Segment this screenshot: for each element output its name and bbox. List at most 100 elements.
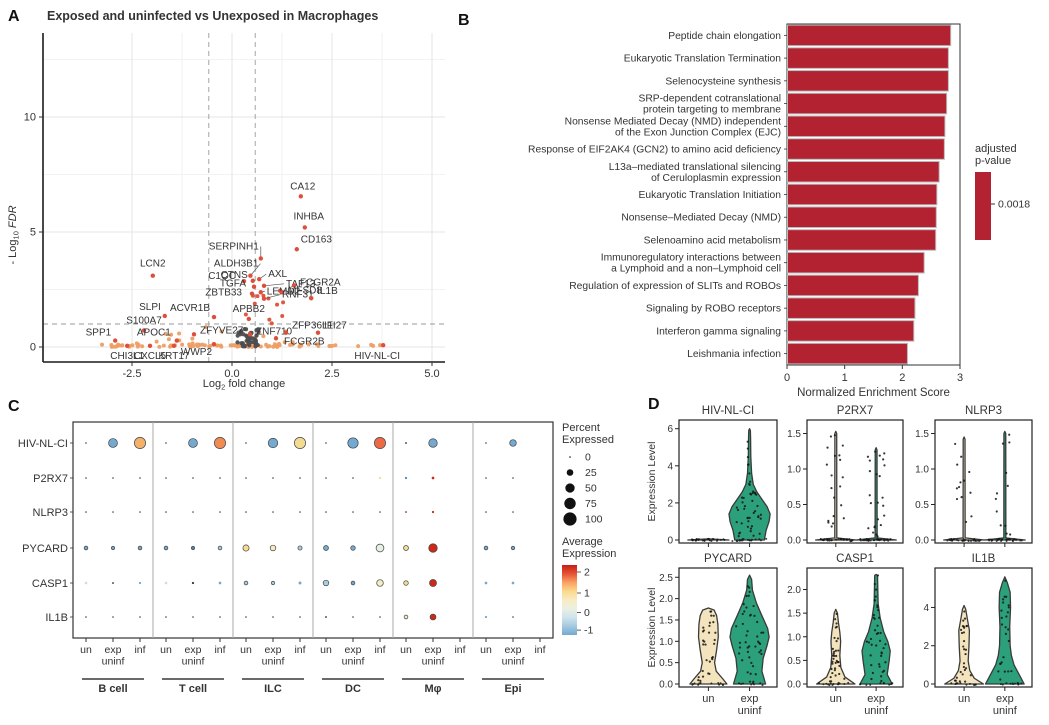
jitter-point [838,682,841,685]
jitter-point [1000,623,1004,626]
jitter-point [878,475,881,478]
jitter-point [822,539,825,542]
jitter-point [836,637,840,640]
gene-point [150,273,155,278]
x-tick-label: 2 [899,372,905,384]
jitter-point [842,538,845,541]
jitter-point [868,494,871,497]
condition-sub-label: uninf [102,656,125,668]
jitter-point [710,614,713,617]
data-point [238,329,244,334]
gene-point [291,283,297,288]
jitter-point [699,679,702,683]
expression-dot [297,545,303,551]
jitter-point [741,501,744,504]
violin-panel: HIV-NL-CI 0 2 4 6 Expression Level P2RX7 0.0 0.5… [645,395,1049,720]
violin-title: P2RX7 [837,405,873,417]
jitter-point [883,464,886,467]
gene-label: INHBA [294,211,325,222]
condition-label: inf [454,644,465,656]
x-tick-label: 3 [957,372,963,384]
expression-dot [299,477,301,479]
expression-dot [165,511,167,513]
jitter-point [964,652,967,656]
violin-title: PYCARD [704,553,752,565]
jitter-point [962,639,966,643]
enrichment-bar [787,206,937,228]
jitter-point [830,539,833,542]
jitter-point [868,459,871,462]
jitter-point [703,539,706,542]
expression-dot [322,579,330,587]
jitter-point [1012,683,1015,686]
expression-dot [483,545,489,551]
expression-dot [139,511,141,513]
condition-label: un [480,644,492,656]
jitter-point [834,674,837,677]
gene-point [171,343,177,349]
expression-dot [347,437,359,449]
expression-dot [112,511,114,513]
jitter-point [1020,539,1023,542]
jitter-point [831,662,834,665]
jitter-point [1001,683,1004,686]
group-label: Mφ [424,683,441,695]
jitter-point [747,463,750,466]
jitter-point [741,622,744,626]
jitter-point [702,639,705,642]
expression-dot [269,544,277,552]
size-legend-value: 75 [585,498,597,510]
color-legend-bar [562,565,577,635]
violin-un [689,607,728,685]
expression-dot [272,616,274,618]
gene-point [251,284,257,289]
bar-label: a Lymphoid and a non–Lymphoid cell [611,264,781,275]
condition-sub-label: uninf [262,656,285,668]
size-legend-dot [565,483,575,493]
legend-title: p-value [975,155,1011,167]
jitter-point [752,511,755,514]
jitter-point [979,539,982,542]
expression-dot [165,477,167,479]
jitter-point [879,682,882,685]
jitter-point [973,683,976,686]
gene-point [261,296,267,301]
volcano-panel: 0 5 10 -2.5 0.0 2.5 5.0 CA12 INHBA CD163 SERPINH1 L… [0,0,455,395]
jitter-point [760,631,763,634]
jitter-point [828,684,831,687]
jitter-point [859,683,862,686]
jitter-point [859,538,862,541]
gene-point [246,316,251,322]
jitter-point [836,661,839,664]
jitter-point [870,664,873,667]
jitter-point [838,672,841,676]
data-point [243,312,248,317]
jitter-point [753,510,757,513]
jitter-point [999,524,1002,527]
jitter-point [750,683,753,686]
jitter-point [1003,595,1006,598]
jitter-point [964,680,967,683]
x-tick-label: exp [741,693,759,705]
expression-dot [403,545,409,551]
expression-dot [163,545,169,551]
jitter-point [877,608,880,612]
violin-title: NLRP3 [965,405,1002,417]
jitter-point [865,640,868,643]
jitter-point [702,643,705,646]
data-point [333,343,338,348]
jitter-point [697,538,700,541]
jitter-point [876,518,880,521]
jitter-point [758,651,761,654]
jitter-point [1002,601,1005,604]
bar-label: Signaling by ROBO receptors [646,304,781,315]
jitter-point [1004,579,1007,582]
expression-dot [485,511,487,513]
jitter-point [765,537,768,540]
jitter-point [736,508,740,512]
condition-label: un [240,644,252,656]
expression-dot [192,477,194,479]
jitter-point [759,682,762,685]
jitter-point [741,496,744,499]
y-tick-label: 2.0 [787,585,801,596]
